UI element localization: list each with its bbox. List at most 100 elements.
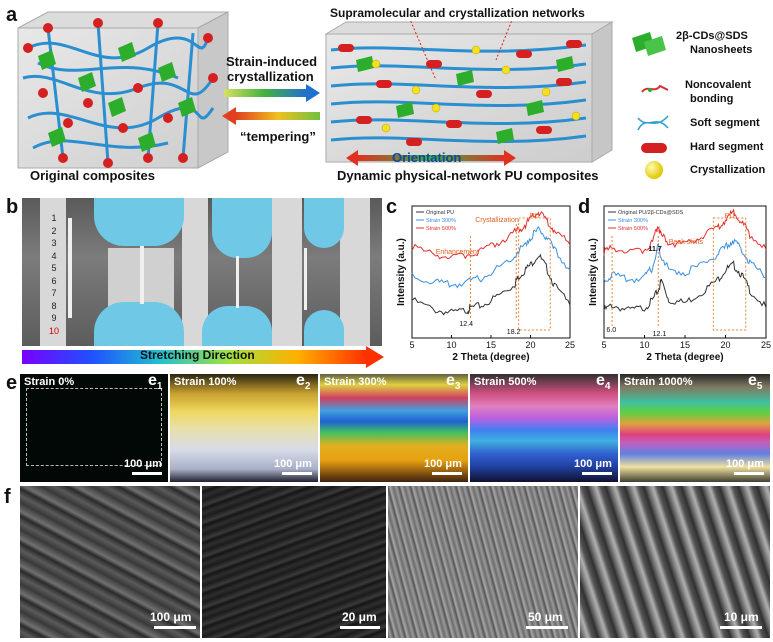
- pom-image-strain-100: Strain 100% e2 100 μm: [170, 374, 318, 482]
- sample-strip: [236, 256, 239, 308]
- series-line-2: [411, 226, 571, 289]
- ruler-number: 5: [51, 263, 57, 273]
- stretching-direction-label: Stretching Direction: [140, 348, 255, 362]
- series-line-2: [603, 238, 767, 284]
- original-composite-illustration: [17, 11, 229, 169]
- legend-crystallization: Crystallization: [690, 164, 766, 176]
- ruler-number: 10: [48, 325, 59, 336]
- x-tick-label: 15: [680, 340, 690, 350]
- y-axis-label: Intensity (a.u.): [396, 238, 407, 306]
- pom-image-strain-0: Strain 0% e1 100 μm: [20, 374, 168, 482]
- subpanel-index: 1: [156, 381, 163, 393]
- sem-image-i: 10 μm: [580, 486, 770, 638]
- panel-e-letter: e: [6, 372, 18, 394]
- x-tick-label: 25: [565, 340, 575, 350]
- subpanel-label: e5: [748, 374, 763, 393]
- x-tick-label: 10: [639, 340, 649, 350]
- subpanel-index: 2: [304, 381, 311, 393]
- legend-entry: Strain 300%: [618, 218, 648, 224]
- enhancement-annotation: Enhancement: [436, 249, 479, 256]
- peak-label: 6.0: [606, 327, 616, 334]
- glove-bottom-1: [94, 302, 184, 346]
- series-line-1: [411, 253, 571, 316]
- sample-strip: [68, 218, 72, 318]
- ruler-number: 1: [51, 213, 57, 223]
- x-tick-label: 20: [525, 340, 535, 350]
- ruler-number: 9: [51, 313, 57, 323]
- glove-top-1: [94, 198, 184, 246]
- ruler-5: [340, 198, 370, 346]
- legend-hard-segment: Hard segment: [690, 141, 764, 153]
- scalebar-label: 100 μm: [274, 458, 312, 470]
- legend-noncovalent-line1: Noncovalent: [685, 79, 752, 91]
- panel-f-letter: f: [4, 486, 11, 508]
- legend-noncovalent-line2: bonding: [690, 93, 734, 105]
- crystallization-annotation: Crystallization: [475, 217, 519, 224]
- scalebar-label: 10 μm: [724, 610, 759, 624]
- pom-image-strain-1000: Strain 1000% e5 100 μm: [620, 374, 770, 482]
- peak-label: 12.1: [653, 331, 667, 338]
- glove-bottom-3: [304, 310, 344, 346]
- ruler-number: 6: [51, 275, 57, 286]
- scalebar-label: 20 μm: [342, 610, 377, 624]
- dynamic-composites-caption: Dynamic physical-network PU composites: [337, 168, 599, 183]
- strain-label: Strain 500%: [474, 376, 537, 388]
- stretching-direction-arrow-icon: [22, 346, 384, 368]
- original-composites-caption: Original composites: [30, 168, 155, 183]
- ruler-numbers: 1 2 3 4 5 6 7 8 9 10: [46, 212, 62, 337]
- panel-c-letter: c: [386, 196, 398, 218]
- peak-label: 11.7: [649, 246, 662, 253]
- pom-image-strain-300: Strain 300% e3 100 μm: [320, 374, 468, 482]
- glove-bottom-2: [202, 306, 272, 346]
- x-tick-label: 5: [409, 340, 414, 350]
- scalebar: [132, 472, 162, 475]
- peak-label: 18.2: [507, 329, 521, 336]
- tempering-label: “tempering”: [240, 129, 316, 144]
- scalebar: [582, 472, 612, 475]
- scalebar: [154, 626, 196, 629]
- soft-segment-icon: [637, 115, 669, 131]
- x-tick-label: 20: [720, 340, 730, 350]
- x-axis-label: 2 Theta (degree): [452, 352, 529, 363]
- scalebar-label: 100 μm: [124, 458, 162, 470]
- strain-label: Strain 100%: [174, 376, 237, 388]
- green-nanosheet-icon: [632, 32, 666, 56]
- backward-arrow-icon: [222, 107, 320, 125]
- sample-strip: [304, 248, 307, 310]
- forward-arrow-icon: [224, 84, 320, 102]
- subpanel-index: 5: [756, 381, 763, 393]
- supramolecular-title: Supramolecular and crystallization netwo…: [330, 6, 585, 20]
- subpanel-label: e2: [296, 374, 311, 393]
- strain-label: Strain 300%: [324, 376, 387, 388]
- crystallization-sphere-icon: [645, 161, 663, 179]
- series-line-3: [411, 211, 571, 260]
- ruler-1: [40, 198, 66, 346]
- x-tick-label: 25: [761, 340, 771, 350]
- pu-annotation: PU: [725, 213, 735, 220]
- orientation-arrow-icon: [346, 150, 516, 166]
- scalebar: [720, 626, 762, 629]
- legend-entry: Original PU: [426, 210, 454, 216]
- scalebar-label: 100 μm: [726, 458, 764, 470]
- x-axis-label: 2 Theta (degree): [646, 352, 723, 363]
- scalebar-label: 100 μm: [424, 458, 462, 470]
- glove-top-3: [304, 198, 344, 248]
- pu-region: [712, 217, 747, 331]
- x-tick-label: 10: [446, 340, 456, 350]
- legend-entry: Strain 500%: [618, 226, 648, 232]
- hard-segment-icon: [641, 143, 667, 153]
- noncovalent-bond-icon: [641, 84, 669, 93]
- sem-image-f: 100 μm: [20, 486, 200, 638]
- strain-induced-label: Strain-induced: [226, 54, 318, 69]
- strain-label: Strain 0%: [24, 376, 75, 388]
- ruler-number: 3: [51, 238, 57, 248]
- xrd-chart-c: 5 10 15 20 25 2 Theta (degree) Intensity (a.u.…: [396, 205, 575, 363]
- legend-entry: Strain 500%: [426, 226, 456, 232]
- ruler-number: 7: [51, 288, 57, 298]
- sample-strip: [140, 246, 144, 304]
- scalebar: [734, 472, 764, 475]
- scalebar-label: 50 μm: [528, 610, 563, 624]
- peak-label: 12.4: [459, 321, 473, 328]
- series-line-3: [603, 208, 767, 256]
- stretching-photo: 1 2 3 4 5 6 7 8 9 10: [22, 198, 382, 346]
